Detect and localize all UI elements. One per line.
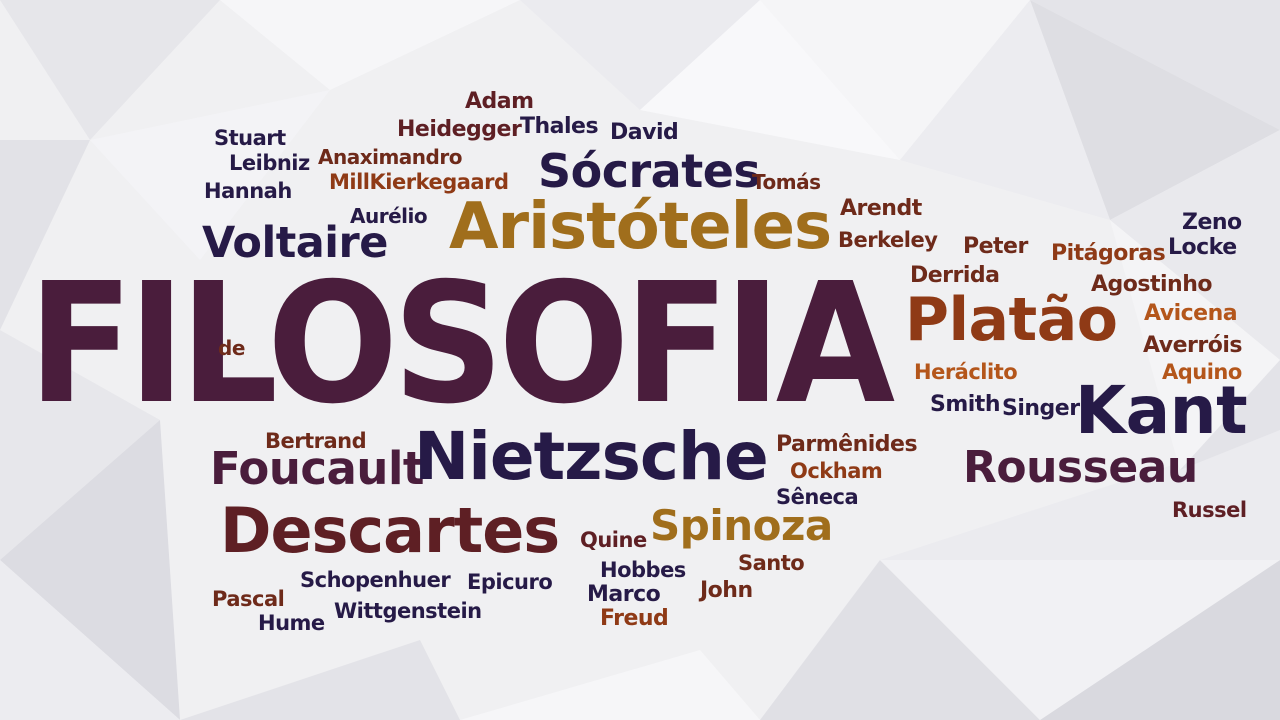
word-hannah: Hannah bbox=[204, 179, 292, 203]
word-anaximandro: Anaximandro bbox=[318, 145, 462, 169]
word-aquino: Aquino bbox=[1162, 360, 1242, 384]
word-seneca: Sêneca bbox=[776, 485, 859, 509]
word-bertrand: Bertrand bbox=[265, 429, 367, 453]
word-zeno: Zeno bbox=[1182, 210, 1242, 235]
word-avicena: Avicena bbox=[1144, 301, 1238, 326]
word-hume: Hume bbox=[258, 611, 325, 635]
word-peter: Peter bbox=[963, 234, 1028, 259]
word-aurelio: Aurélio bbox=[350, 204, 428, 228]
word-averrois: Averróis bbox=[1143, 333, 1242, 358]
word-heidegger: Heidegger bbox=[397, 117, 522, 142]
word-socrates: Sócrates bbox=[538, 144, 761, 198]
word-de: de bbox=[218, 336, 245, 360]
word-smith: Smith bbox=[930, 392, 1001, 417]
word-parmenides: Parmênides bbox=[776, 432, 918, 457]
word-adam: Adam bbox=[465, 89, 534, 114]
title-filosofia: FILOSOFIA bbox=[28, 248, 895, 441]
word-pascal: Pascal bbox=[212, 587, 285, 611]
word-santo: Santo bbox=[738, 551, 805, 575]
word-aristoteles: Aristóteles bbox=[449, 190, 832, 264]
word-derrida: Derrida bbox=[910, 263, 1000, 288]
word-arendt: Arendt bbox=[840, 196, 922, 221]
word-platao: Platão bbox=[905, 285, 1118, 355]
word-schopenhuer: Schopenhuer bbox=[300, 568, 451, 592]
word-pitagoras: Pitágoras bbox=[1051, 241, 1166, 266]
word-foucault: Foucault bbox=[210, 442, 424, 495]
word-berkeley: Berkeley bbox=[838, 228, 938, 252]
word-wittgenstein: Wittgenstein bbox=[334, 599, 482, 623]
word-singer: Singer bbox=[1002, 396, 1080, 421]
word-epicuro: Epicuro bbox=[467, 570, 553, 594]
word-nietzsche: Nietzsche bbox=[414, 418, 769, 495]
word-russel: Russel bbox=[1172, 498, 1247, 522]
word-tomas: Tomás bbox=[752, 170, 821, 194]
word-ockham: Ockham bbox=[790, 459, 883, 483]
word-marco: Marco bbox=[587, 582, 661, 607]
word-john: John bbox=[700, 578, 753, 603]
word-voltaire: Voltaire bbox=[202, 218, 388, 268]
word-thales: Thales bbox=[520, 114, 599, 139]
word-locke: Locke bbox=[1168, 235, 1237, 260]
word-heraclito: Heráclito bbox=[914, 360, 1018, 384]
word-stuart: Stuart bbox=[214, 126, 286, 150]
word-hobbes: Hobbes bbox=[600, 558, 686, 582]
word-rousseau: Rousseau bbox=[963, 442, 1198, 493]
word-freud: Freud bbox=[600, 606, 669, 631]
word-agostinho: Agostinho bbox=[1091, 272, 1212, 297]
word-millkierkegaard: MillKierkegaard bbox=[329, 170, 509, 194]
word-descartes: Descartes bbox=[220, 494, 560, 567]
word-spinoza: Spinoza bbox=[650, 501, 833, 550]
word-quine: Quine bbox=[580, 528, 647, 552]
word-leibniz: Leibniz bbox=[229, 151, 310, 175]
word-david: David bbox=[610, 120, 679, 145]
word-kant: Kant bbox=[1075, 372, 1248, 449]
